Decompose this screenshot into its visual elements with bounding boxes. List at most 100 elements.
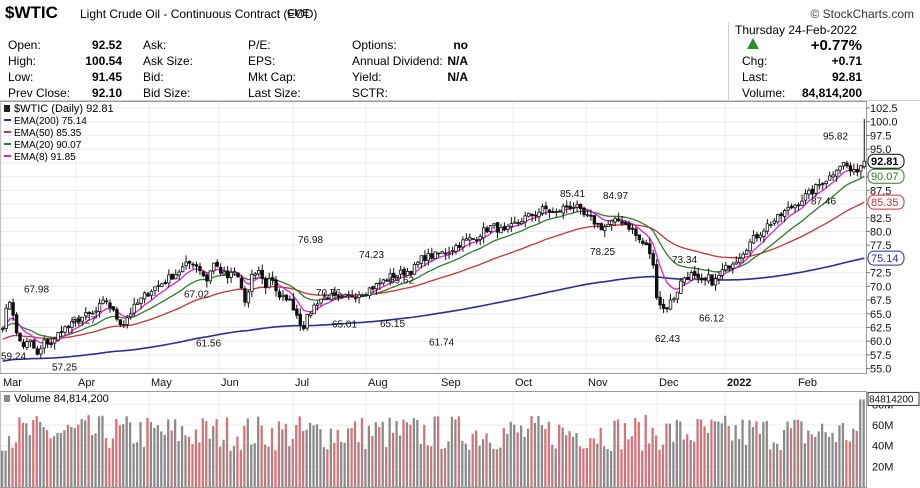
volume-bar [156, 425, 159, 487]
candle-body [360, 294, 365, 297]
volume-bar [170, 430, 173, 487]
price-candles [1, 118, 866, 359]
candle-body [447, 251, 451, 254]
candle-body [537, 211, 541, 218]
ask-label: Ask: [143, 38, 167, 52]
high-value: 100.54 [85, 54, 122, 68]
volume-bar [90, 435, 94, 487]
exchange-label: CME [287, 8, 310, 19]
price-annotation: 67.02 [184, 290, 209, 301]
candle-body [423, 255, 427, 262]
volume-bar [222, 439, 225, 487]
candle-body [46, 338, 50, 345]
volume-bar [537, 416, 540, 487]
volume-bar [402, 419, 405, 487]
candle-body [831, 174, 835, 178]
volume-bar [52, 436, 56, 487]
candle-body [302, 325, 306, 330]
volume-bar [87, 415, 90, 487]
volume-bar [457, 416, 460, 487]
price-annotation: 62.43 [655, 334, 680, 345]
volume-bar [270, 428, 274, 487]
month-label: May [151, 377, 172, 389]
price-annotation: 57.25 [52, 362, 77, 373]
volume-bar [39, 421, 42, 487]
volume-bar [194, 429, 198, 487]
candle-body [174, 274, 178, 280]
ema-lines [2, 165, 865, 362]
volume-bar [578, 446, 582, 487]
volume-bar [765, 420, 768, 487]
symbol-title: $WTIC [5, 3, 58, 22]
candle-body [405, 270, 410, 276]
volume-bar [305, 429, 308, 487]
price-tick-label: 65.0 [870, 309, 891, 321]
volume-bar [142, 447, 146, 487]
candle-body [142, 292, 147, 300]
brand-link[interactable]: © StockCharts.com [810, 7, 914, 21]
volume-bar [495, 449, 499, 487]
volume-bar [163, 434, 166, 487]
candle-body [457, 245, 462, 248]
legend-entry: $WTIC (Daily) 92.81 [14, 103, 114, 115]
volume-bar [426, 445, 429, 487]
volume-bar [526, 428, 530, 487]
volume-bar [187, 436, 191, 487]
volume-value: 84,814,200 [801, 86, 862, 100]
candle-body [409, 270, 413, 275]
candle-body [814, 184, 818, 194]
price-tick-label: 100.0 [870, 117, 898, 129]
volume-bar [675, 419, 678, 487]
volume-bar [686, 434, 689, 487]
price-tick-label: 57.5 [870, 350, 891, 362]
price-marker-label: 85.35 [871, 197, 899, 209]
candle-body [533, 214, 538, 217]
volume-bar [25, 423, 28, 487]
volume-bar [395, 421, 398, 487]
price-tick-label: 55.0 [870, 364, 891, 376]
volume-bar [319, 429, 322, 487]
volume-tick-label: 40M [872, 441, 893, 453]
candle-body [464, 238, 469, 241]
volume-bar [506, 433, 509, 487]
volume-bar [433, 416, 436, 487]
price-annotation: 59.24 [1, 351, 26, 362]
candle-body [343, 294, 347, 297]
volume-bar [471, 433, 474, 487]
volume-bar [509, 421, 512, 487]
price-annotation: 65.15 [380, 319, 405, 330]
candle-body [70, 320, 74, 328]
volume-bar [440, 448, 443, 487]
volume-bar [35, 416, 38, 487]
candle-body [73, 318, 78, 323]
volume-bar [385, 447, 388, 487]
candle-body [637, 234, 642, 241]
candle-body [167, 274, 171, 284]
candle-body [267, 278, 271, 288]
volume-bar [772, 442, 775, 487]
volume-bar [108, 447, 111, 487]
volume-bar [845, 440, 848, 487]
candle-body [132, 303, 136, 314]
candle-body [156, 284, 161, 287]
volume-bar [381, 421, 384, 487]
volume-bar [793, 420, 796, 487]
candle-body [838, 165, 842, 171]
candle-body [848, 165, 853, 172]
price-marker-box [867, 194, 905, 210]
candle-body [187, 261, 192, 264]
price-tick-label: 62.5 [870, 322, 891, 334]
candle-legend-icon [4, 105, 10, 112]
volume-bar [644, 414, 647, 487]
volume-bar [132, 443, 135, 487]
candle-body [77, 318, 81, 323]
candle-body [492, 223, 496, 226]
price-marker-box [867, 153, 905, 169]
options-label: Options: [352, 38, 397, 52]
candle-body [758, 234, 763, 239]
candle-body [713, 278, 718, 286]
candle-body [225, 270, 230, 279]
price-annotation: 76.98 [298, 235, 323, 246]
volume-bar [288, 446, 291, 487]
candle-body [350, 295, 354, 298]
